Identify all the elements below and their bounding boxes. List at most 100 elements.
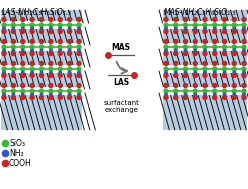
Circle shape: [242, 45, 246, 49]
Circle shape: [11, 74, 15, 77]
Circle shape: [68, 67, 72, 71]
Circle shape: [193, 18, 197, 22]
Circle shape: [11, 18, 15, 22]
Circle shape: [77, 84, 81, 88]
Circle shape: [49, 89, 53, 93]
Circle shape: [184, 93, 187, 96]
Circle shape: [194, 27, 197, 30]
Circle shape: [58, 45, 62, 49]
Circle shape: [12, 93, 15, 96]
Circle shape: [164, 89, 168, 93]
Circle shape: [232, 18, 236, 22]
Circle shape: [213, 29, 217, 33]
Circle shape: [174, 84, 178, 88]
Circle shape: [193, 51, 197, 56]
Circle shape: [232, 45, 236, 49]
Circle shape: [203, 61, 207, 66]
Circle shape: [11, 40, 15, 43]
Circle shape: [233, 71, 236, 74]
Circle shape: [213, 74, 217, 77]
Circle shape: [11, 61, 15, 66]
Circle shape: [243, 27, 245, 30]
Circle shape: [49, 84, 53, 88]
Circle shape: [30, 95, 34, 99]
Circle shape: [68, 27, 71, 30]
Circle shape: [31, 27, 33, 30]
Circle shape: [232, 23, 236, 27]
Circle shape: [193, 74, 197, 77]
Circle shape: [58, 67, 62, 71]
Circle shape: [21, 67, 25, 71]
Circle shape: [193, 45, 197, 49]
Circle shape: [232, 74, 236, 77]
Circle shape: [184, 49, 187, 52]
Circle shape: [232, 40, 236, 43]
Circle shape: [184, 23, 187, 27]
Circle shape: [31, 93, 33, 96]
Circle shape: [30, 89, 34, 93]
Circle shape: [58, 40, 62, 43]
Circle shape: [164, 67, 168, 71]
Circle shape: [39, 74, 43, 77]
Circle shape: [164, 95, 168, 99]
Circle shape: [68, 84, 72, 88]
Circle shape: [174, 61, 178, 66]
Circle shape: [242, 40, 246, 43]
Circle shape: [21, 95, 25, 99]
Circle shape: [214, 49, 216, 52]
Circle shape: [222, 84, 226, 88]
Text: MAS: MAS: [112, 43, 130, 52]
Circle shape: [78, 49, 80, 52]
Circle shape: [68, 71, 71, 74]
Circle shape: [68, 89, 72, 93]
Circle shape: [184, 40, 187, 43]
Circle shape: [243, 49, 245, 52]
Circle shape: [21, 49, 24, 52]
Circle shape: [174, 93, 177, 96]
Circle shape: [184, 27, 187, 30]
Circle shape: [30, 45, 34, 49]
Bar: [1, 10, 82, 130]
Circle shape: [222, 67, 226, 71]
Circle shape: [233, 27, 236, 30]
Circle shape: [2, 45, 6, 49]
Circle shape: [174, 23, 178, 27]
Circle shape: [203, 84, 207, 88]
Circle shape: [164, 51, 168, 56]
Circle shape: [214, 93, 216, 96]
Circle shape: [242, 23, 246, 27]
Circle shape: [68, 23, 72, 27]
Circle shape: [223, 93, 226, 96]
Circle shape: [50, 71, 52, 74]
Circle shape: [49, 67, 53, 71]
Circle shape: [193, 61, 197, 66]
Circle shape: [78, 93, 80, 96]
Circle shape: [39, 67, 43, 71]
Circle shape: [243, 93, 245, 96]
Circle shape: [164, 84, 168, 88]
Circle shape: [30, 51, 34, 56]
Circle shape: [174, 49, 177, 52]
Circle shape: [30, 67, 34, 71]
Circle shape: [232, 84, 236, 88]
Circle shape: [222, 18, 226, 22]
Circle shape: [39, 23, 43, 27]
Text: SiO₃: SiO₃: [9, 139, 25, 147]
Circle shape: [2, 67, 6, 71]
Circle shape: [39, 51, 43, 56]
Circle shape: [59, 49, 62, 52]
Circle shape: [58, 74, 62, 77]
Circle shape: [21, 18, 25, 22]
Circle shape: [184, 29, 187, 33]
Circle shape: [30, 84, 34, 88]
Circle shape: [164, 23, 168, 27]
Circle shape: [50, 27, 52, 30]
Circle shape: [58, 84, 62, 88]
Circle shape: [3, 71, 5, 74]
Circle shape: [68, 93, 71, 96]
Circle shape: [21, 45, 25, 49]
Circle shape: [174, 89, 178, 93]
Circle shape: [203, 29, 207, 33]
Circle shape: [11, 45, 15, 49]
Circle shape: [30, 18, 34, 22]
